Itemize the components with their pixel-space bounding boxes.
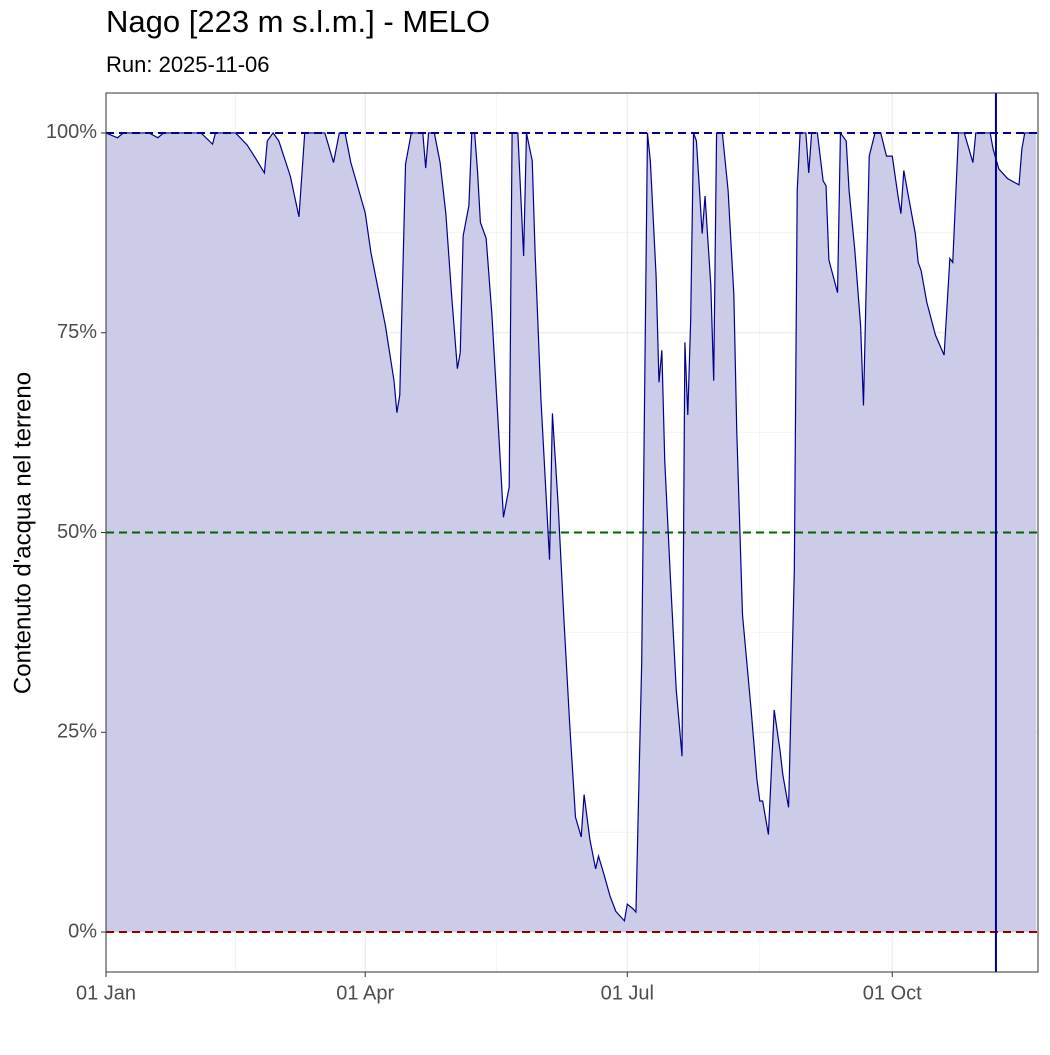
x-tick-label: 01 Jan: [76, 982, 136, 1004]
chart-title: Nago [223 m s.l.m.] - MELO: [106, 4, 490, 39]
panel-border: [105, 92, 1039, 973]
y-tick-label: 50%: [57, 521, 97, 543]
area: [106, 132, 1037, 933]
y-tick-label: 75%: [57, 321, 97, 343]
y-tick-label: 25%: [57, 721, 97, 743]
line: [105, 131, 1037, 923]
chart-subtitle: Run: 2025-11-06: [106, 52, 270, 77]
y-axis-label: Contenuto d'acqua nel terreno: [9, 372, 36, 694]
x-tick-label: 01 Oct: [863, 982, 922, 1004]
x-tick-label: 01 Jul: [601, 982, 654, 1004]
y-tick-label: 100%: [46, 121, 97, 143]
y-tick-label: 0%: [68, 920, 97, 942]
x-tick-label: 01 Apr: [336, 982, 394, 1004]
